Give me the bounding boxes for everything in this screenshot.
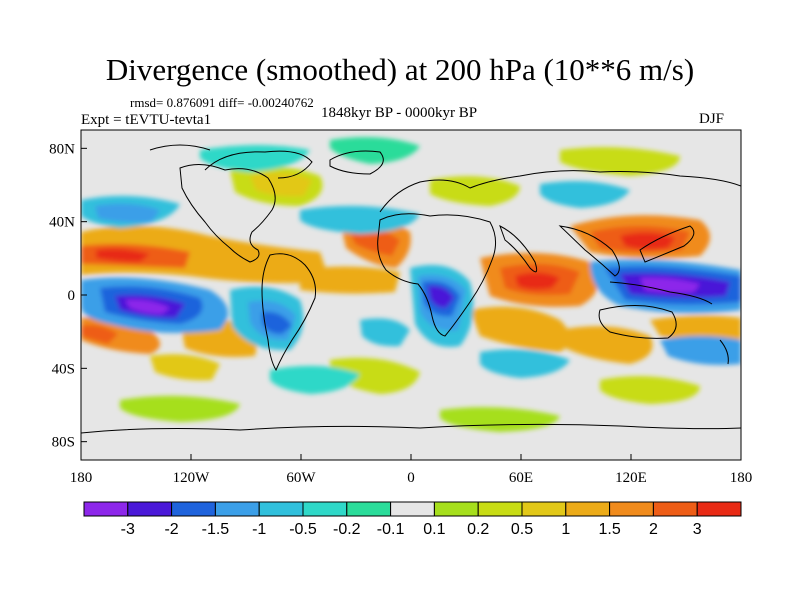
y-tick-label: 40N xyxy=(49,215,75,231)
plot-title: Divergence (smoothed) at 200 hPa (10**6 … xyxy=(105,52,695,87)
y-tick-label: 80N xyxy=(49,141,75,157)
stats-text: rmsd= 0.876091 diff= -0.00240762 xyxy=(130,95,314,110)
colorbar-label: -3 xyxy=(121,521,135,538)
axis-ticks xyxy=(80,147,742,460)
colorbar-label: 1.5 xyxy=(598,521,620,538)
y-tick-label: 80S xyxy=(52,435,75,451)
x-tick-label: 60W xyxy=(286,470,316,486)
divergence-field xyxy=(81,137,741,432)
colorbar-swatch xyxy=(214,501,260,517)
colorbar-swatch xyxy=(565,501,611,517)
colorbar-label: 1 xyxy=(561,521,570,538)
colorbar-swatch xyxy=(521,501,567,517)
colorbar-label: -1 xyxy=(252,521,266,538)
coastlines xyxy=(81,144,741,434)
x-tick-label: 0 xyxy=(407,470,415,486)
colorbar-swatch xyxy=(346,501,392,517)
colorbar-label: 0.2 xyxy=(467,521,489,538)
colorbar-label: -2 xyxy=(164,521,178,538)
colorbar-swatch xyxy=(171,501,216,517)
y-tick-label: 40S xyxy=(52,361,75,377)
colorbar-label: -1.5 xyxy=(202,521,230,538)
colorbar-swatch xyxy=(652,501,698,517)
colorbar-swatch xyxy=(477,501,523,517)
x-tick-label: 60E xyxy=(509,470,533,486)
colorbar-swatch xyxy=(609,501,654,517)
colorbar-label: 3 xyxy=(693,521,702,538)
x-tick-label: 120E xyxy=(615,470,647,486)
colorbar-label: -0.5 xyxy=(289,521,317,538)
colorbar: -3 -2 -1.5 -1 -0.5 -0.2 -0.1 0.1 0.2 0.5 1 1.5 2 3 xyxy=(83,501,742,538)
colorbar-swatch xyxy=(696,501,742,517)
colorbar-swatch xyxy=(258,501,304,517)
x-tick-label: 180 xyxy=(70,470,93,486)
colorbar-label: 0.1 xyxy=(423,521,445,538)
season-label: DJF xyxy=(699,111,725,127)
experiment-label: Expt = tEVTU-tevta1 xyxy=(81,112,212,128)
colorbar-swatch xyxy=(83,501,129,517)
colorbar-swatch xyxy=(390,501,435,517)
longitude-labels: 180 120W 60W 0 60E 120E 180 xyxy=(70,470,753,486)
colorbar-label: -0.2 xyxy=(333,521,361,538)
colorbar-swatch xyxy=(433,501,479,517)
x-tick-label: 120W xyxy=(173,470,211,486)
colorbar-label: -0.1 xyxy=(377,521,405,538)
period-label: 1848kyr BP - 0000kyr BP xyxy=(321,105,478,121)
latitude-labels: 80N 40N 0 40S 80S xyxy=(49,141,75,450)
y-tick-label: 0 xyxy=(68,288,76,304)
colorbar-label: 0.5 xyxy=(511,521,533,538)
x-tick-label: 180 xyxy=(730,470,753,486)
colorbar-swatch xyxy=(302,501,348,517)
colorbar-swatch xyxy=(127,501,173,517)
colorbar-label: 2 xyxy=(649,521,658,538)
